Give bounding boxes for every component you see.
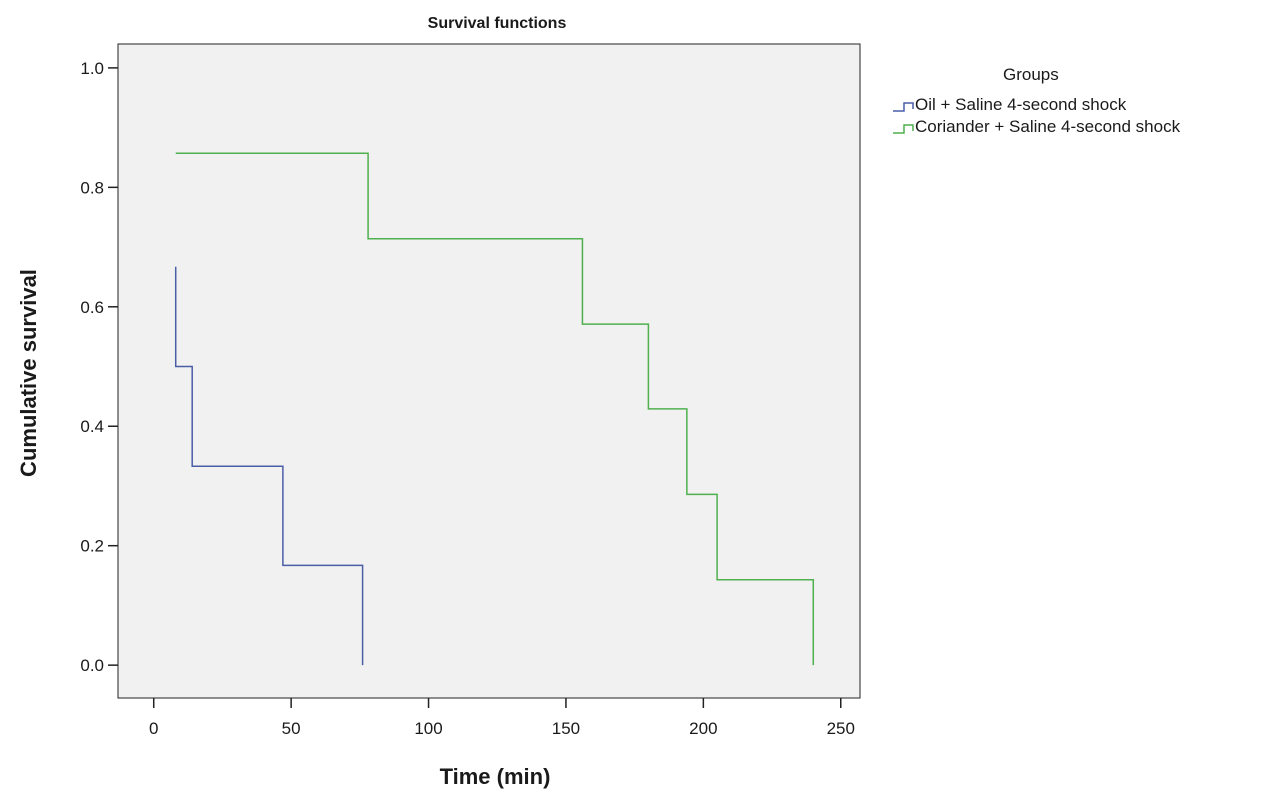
y-tick-label: 0.2 xyxy=(80,537,104,556)
axes: 0 50 100 150 200 250 0.0 0.2 0.4 0.6 0.8 1.0 xyxy=(80,59,855,738)
plot-area xyxy=(117,43,861,699)
y-tick-label: 0.6 xyxy=(80,298,104,317)
y-tick-label: 0.0 xyxy=(80,656,104,675)
x-tick-label: 150 xyxy=(552,719,580,738)
y-tick-label: 0.8 xyxy=(80,178,104,197)
series-layer xyxy=(174,152,815,666)
series-line-2 xyxy=(175,152,815,666)
legend-title: Groups xyxy=(1003,65,1059,84)
x-tick-label: 200 xyxy=(689,719,717,738)
y-tick-label: 1.0 xyxy=(80,59,104,78)
legend-items: Oil + Saline 4-second shock Coriander + S… xyxy=(893,95,1181,136)
chart-title: Survival functions xyxy=(428,15,567,32)
x-tick-label: 50 xyxy=(282,719,301,738)
legend-label-1: Oil + Saline 4-second shock xyxy=(915,95,1127,114)
legend-swatch-2 xyxy=(893,124,914,134)
legend: Groups Oil + Saline 4-second shock Corian… xyxy=(893,65,1181,136)
legend-label-2: Coriander + Saline 4-second shock xyxy=(915,117,1181,136)
y-axis-title: Cumulative survival xyxy=(16,269,41,477)
x-tick-label: 250 xyxy=(827,719,855,738)
x-tick-label: 0 xyxy=(149,719,158,738)
y-tick-label: 0.4 xyxy=(80,417,104,436)
series-line-1 xyxy=(174,266,364,666)
x-tick-label: 100 xyxy=(414,719,442,738)
x-axis-title: Time (min) xyxy=(440,764,551,789)
legend-swatch-1 xyxy=(893,102,914,112)
